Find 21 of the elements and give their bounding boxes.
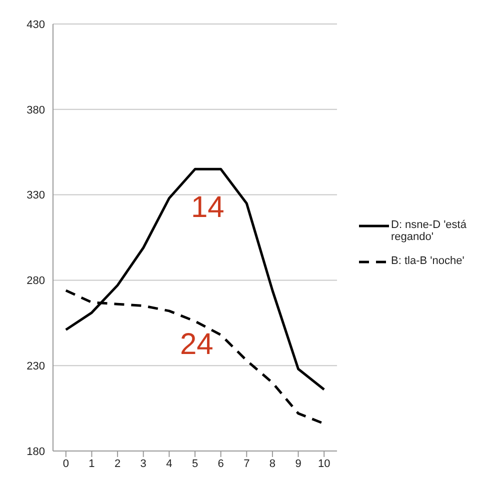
x-tick-label: 2 <box>114 458 121 470</box>
x-tick-label: 3 <box>140 458 146 470</box>
x-tick-label: 1 <box>88 458 95 470</box>
y-tick-label: 280 <box>26 275 45 288</box>
y-tick-label: 380 <box>26 104 45 116</box>
x-tick-label: 8 <box>269 458 276 470</box>
legend-label: D: nsne-D 'está regando' <box>391 218 468 242</box>
y-tick-label: 230 <box>26 360 45 373</box>
annotation: 24 <box>180 328 214 361</box>
legend-label: B: tla-B 'noche' <box>391 254 464 266</box>
x-tick-label: 10 <box>318 458 330 470</box>
y-tick-label: 430 <box>26 18 45 31</box>
x-tick-label: 0 <box>62 458 69 470</box>
y-tick-label: 330 <box>26 190 45 202</box>
x-tick-label: 7 <box>244 458 250 470</box>
x-tick-label: 9 <box>295 458 302 470</box>
x-tick-label: 5 <box>192 458 198 470</box>
x-tick-label: 4 <box>166 458 172 470</box>
x-tick-label: 6 <box>218 458 224 470</box>
annotation: 14 <box>191 191 224 224</box>
y-tick-label: 180 <box>26 446 45 458</box>
